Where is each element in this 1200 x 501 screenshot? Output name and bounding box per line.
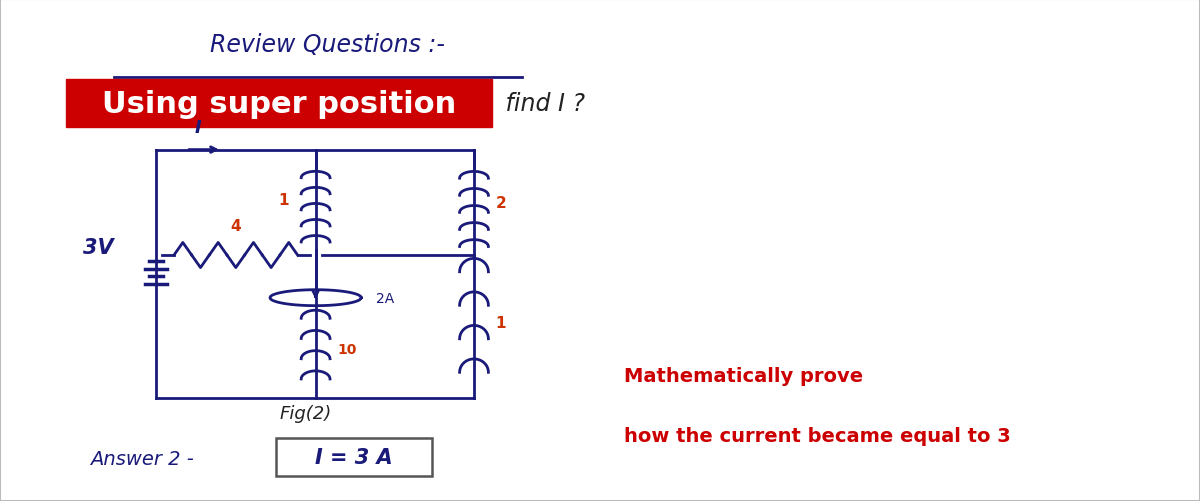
Text: Fig(2): Fig(2) bbox=[280, 404, 332, 422]
Text: I = 3 A: I = 3 A bbox=[316, 447, 392, 467]
Text: how the current became equal to 3: how the current became equal to 3 bbox=[624, 426, 1010, 445]
Text: Review Questions :-: Review Questions :- bbox=[210, 33, 445, 57]
Text: 3V: 3V bbox=[83, 238, 114, 258]
Text: Using super position: Using super position bbox=[102, 90, 456, 118]
Text: find I ?: find I ? bbox=[498, 92, 586, 116]
Text: 4: 4 bbox=[230, 219, 241, 234]
Text: 2A: 2A bbox=[376, 291, 394, 305]
FancyBboxPatch shape bbox=[66, 80, 492, 128]
FancyBboxPatch shape bbox=[276, 438, 432, 476]
Text: 1: 1 bbox=[496, 315, 506, 330]
Text: 10: 10 bbox=[337, 342, 356, 356]
Text: 2: 2 bbox=[496, 195, 506, 210]
Text: Answer 2 -: Answer 2 - bbox=[90, 449, 193, 468]
Text: I: I bbox=[194, 119, 202, 137]
Text: 1: 1 bbox=[278, 193, 289, 208]
Text: Mathematically prove: Mathematically prove bbox=[624, 366, 863, 385]
